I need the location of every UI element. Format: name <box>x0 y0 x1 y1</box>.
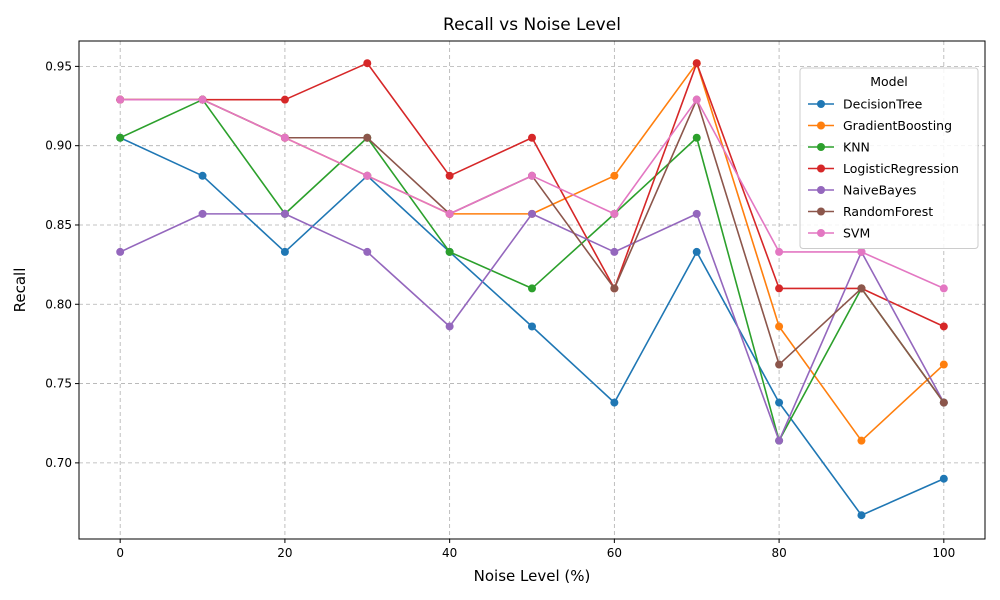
data-point-decisiontree <box>692 247 701 256</box>
legend: Model DecisionTree GradientBoosting KNN Logi… <box>799 67 979 249</box>
data-point-randomforest <box>939 398 948 407</box>
legend-label: GradientBoosting <box>843 118 952 133</box>
data-point-svm <box>528 171 536 180</box>
data-point-naivebayes <box>198 209 207 218</box>
data-point-decisiontree <box>280 247 289 256</box>
x-tick-label: 40 <box>442 546 457 560</box>
data-point-logisticregression <box>280 95 289 104</box>
data-point-svm <box>692 95 701 104</box>
data-point-svm <box>280 133 289 142</box>
data-point-naivebayes <box>610 247 619 256</box>
data-point-naivebayes <box>528 209 536 218</box>
data-point-decisiontree <box>939 474 948 483</box>
data-point-logisticregression <box>692 59 701 68</box>
legend-label: NaiveBayes <box>843 183 916 198</box>
data-point-randomforest <box>610 284 619 293</box>
x-tick-label: 0 <box>116 546 124 560</box>
legend-item-naivebayes: NaiveBayes <box>808 183 916 198</box>
legend-marker <box>817 207 825 216</box>
data-point-logisticregression <box>528 133 536 142</box>
data-point-gradientboosting <box>939 360 948 369</box>
data-point-svm <box>857 247 866 256</box>
y-tick-label: 0.75 <box>45 377 72 391</box>
y-tick-label: 0.95 <box>45 59 72 73</box>
y-tick-label: 0.70 <box>45 456 72 470</box>
data-point-svm <box>198 95 207 104</box>
data-point-randomforest <box>857 284 866 293</box>
data-point-decisiontree <box>610 398 619 407</box>
data-point-svm <box>445 209 454 218</box>
y-tick-label: 0.85 <box>45 218 72 232</box>
legend-item-svm: SVM <box>808 226 870 241</box>
data-point-gradientboosting <box>775 322 784 331</box>
data-point-naivebayes <box>280 209 289 218</box>
x-tick-label: 100 <box>932 546 955 560</box>
legend-item-gradientboosting: GradientBoosting <box>808 118 952 133</box>
legend-label: SVM <box>843 226 870 241</box>
legend-marker <box>817 143 825 151</box>
legend-box <box>799 67 979 249</box>
chart-title: Recall vs Noise Level <box>443 15 621 35</box>
data-point-naivebayes <box>775 436 784 445</box>
data-point-randomforest <box>363 133 372 142</box>
legend-label: LogisticRegression <box>843 161 959 176</box>
legend-label: DecisionTree <box>843 97 923 112</box>
x-axis-label: Noise Level (%) <box>474 567 591 585</box>
legend-item-logisticregression: LogisticRegression <box>808 161 959 176</box>
legend-marker <box>817 186 825 194</box>
data-point-logisticregression <box>445 171 454 180</box>
x-tick-label: 20 <box>277 546 292 560</box>
data-point-randomforest <box>775 360 784 369</box>
x-tick-label: 60 <box>607 546 622 560</box>
plot-frame <box>78 40 986 540</box>
data-point-svm <box>775 247 784 256</box>
legend-label: KNN <box>843 140 870 155</box>
legend-title: Model <box>870 74 908 89</box>
y-axis-label: Recall <box>11 268 29 313</box>
series-svm <box>116 95 948 293</box>
data-point-decisiontree <box>528 322 536 331</box>
y-tick-label: 0.80 <box>45 297 72 311</box>
data-point-svm <box>116 95 125 104</box>
data-point-logisticregression <box>363 59 372 68</box>
data-point-svm <box>939 284 948 293</box>
data-point-logisticregression <box>939 322 948 331</box>
data-point-gradientboosting <box>610 171 619 180</box>
data-point-knn <box>692 133 701 142</box>
legend-marker <box>817 100 825 108</box>
data-point-knn <box>528 284 536 293</box>
data-point-naivebayes <box>116 247 125 256</box>
x-tick-label: 80 <box>771 546 786 560</box>
legend-item-knn: KNN <box>808 140 870 155</box>
legend-marker <box>817 164 825 173</box>
data-point-svm <box>363 171 372 180</box>
series-lines <box>116 59 948 520</box>
legend-item-decisiontree: DecisionTree <box>808 97 923 112</box>
data-point-decisiontree <box>775 398 784 407</box>
legend-marker <box>817 121 825 130</box>
data-point-logisticregression <box>775 284 784 293</box>
data-point-naivebayes <box>445 322 454 331</box>
legend-marker <box>817 229 825 237</box>
data-point-decisiontree <box>198 171 207 180</box>
axis-ticks: 0 20 40 60 80 100 0.70 0.75 0.80 0.85 0.90 0.95 <box>45 59 955 560</box>
data-point-knn <box>116 133 125 142</box>
data-point-gradientboosting <box>857 436 866 445</box>
legend-item-randomforest: RandomForest <box>808 204 933 219</box>
y-tick-label: 0.90 <box>45 139 72 153</box>
data-point-decisiontree <box>857 511 866 520</box>
data-point-knn <box>445 247 454 256</box>
data-point-naivebayes <box>692 209 701 218</box>
data-point-naivebayes <box>363 247 372 256</box>
data-point-svm <box>610 209 619 218</box>
legend-label: RandomForest <box>843 204 933 219</box>
